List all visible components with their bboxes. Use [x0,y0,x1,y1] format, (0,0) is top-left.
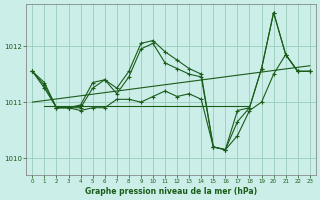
X-axis label: Graphe pression niveau de la mer (hPa): Graphe pression niveau de la mer (hPa) [85,187,257,196]
